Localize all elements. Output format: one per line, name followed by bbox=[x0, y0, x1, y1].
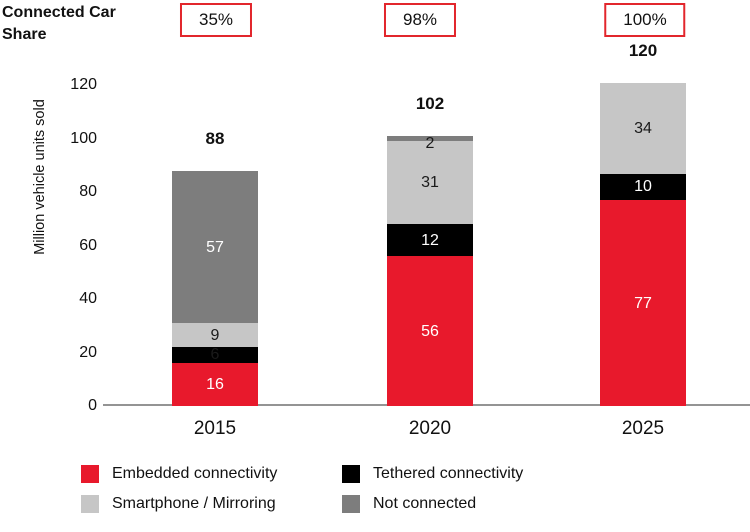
y-tick-label: 100 bbox=[70, 129, 97, 147]
legend-label-not-connected: Not connected bbox=[373, 495, 477, 512]
legend-item-tethered: Tethered connectivity bbox=[342, 465, 523, 483]
bar-segment-smartphone-mirroring bbox=[600, 82, 686, 174]
y-tick-label: 40 bbox=[79, 290, 97, 308]
legend-label-embedded: Embedded connectivity bbox=[112, 465, 278, 482]
bar-segment-not-connected bbox=[172, 170, 258, 324]
y-tick-label: 0 bbox=[88, 397, 97, 414]
legend-label-tethered: Tethered connectivity bbox=[373, 465, 524, 482]
connected-share-badge: 100% bbox=[604, 3, 686, 37]
segment-value-label: 57 bbox=[206, 238, 224, 256]
y-tick-label: 80 bbox=[79, 183, 97, 201]
segment-value-label: 9 bbox=[210, 326, 220, 344]
y-tick-label: 60 bbox=[79, 236, 97, 254]
embedded-connectivity-swatch-icon bbox=[81, 465, 99, 483]
connected-share-badge: 35% bbox=[179, 3, 253, 37]
bar-segment-tethered-connectivity bbox=[172, 347, 258, 364]
legend-item-smartphone: Smartphone / Mirroring bbox=[81, 495, 276, 513]
segment-value-label: 56 bbox=[421, 322, 439, 340]
bar-total-label: 88 bbox=[205, 128, 225, 148]
bar-total-label: 120 bbox=[628, 40, 658, 60]
bar-segment-smartphone-mirroring bbox=[387, 141, 473, 225]
legend-item-not-connected: Not connected bbox=[342, 495, 476, 513]
y-tick-label: 20 bbox=[79, 343, 97, 361]
x-axis-category-label: 2020 bbox=[408, 418, 452, 439]
bar-segment-embedded-connectivity bbox=[600, 200, 686, 406]
x-axis-category-label: 2015 bbox=[193, 418, 237, 439]
segment-value-label: 12 bbox=[421, 231, 439, 249]
segment-value-label: 16 bbox=[206, 376, 224, 394]
connected-car-share-title: Connected Car Share bbox=[2, 4, 116, 43]
bar-segment-tethered-connectivity bbox=[387, 224, 473, 257]
segment-value-label: 2 bbox=[425, 135, 435, 153]
legend-item-embedded: Embedded connectivity bbox=[81, 465, 277, 483]
bar-segment-not-connected bbox=[387, 136, 473, 142]
y-tick-label: 120 bbox=[70, 76, 97, 94]
segment-value-label: 6 bbox=[210, 346, 220, 364]
bar-total-label: 102 bbox=[415, 94, 445, 114]
segment-value-label: 77 bbox=[634, 294, 652, 312]
tethered-connectivity-swatch-icon bbox=[342, 465, 360, 483]
bar-segment-smartphone-mirroring bbox=[172, 323, 258, 348]
legend-label-smartphone: Smartphone / Mirroring bbox=[112, 495, 276, 512]
bar-segment-embedded-connectivity bbox=[172, 363, 258, 406]
smartphone-mirroring-swatch-icon bbox=[81, 495, 99, 513]
bar-segment-embedded-connectivity bbox=[387, 256, 473, 406]
x-axis-category-label: 2025 bbox=[621, 418, 665, 439]
not-connected-swatch-icon bbox=[342, 495, 360, 513]
segment-value-label: 10 bbox=[634, 178, 652, 196]
bar-segment-tethered-connectivity bbox=[600, 173, 686, 201]
segment-value-label: 31 bbox=[421, 174, 439, 192]
connected-share-badge: 98% bbox=[383, 3, 457, 37]
segment-value-label: 34 bbox=[634, 119, 652, 137]
